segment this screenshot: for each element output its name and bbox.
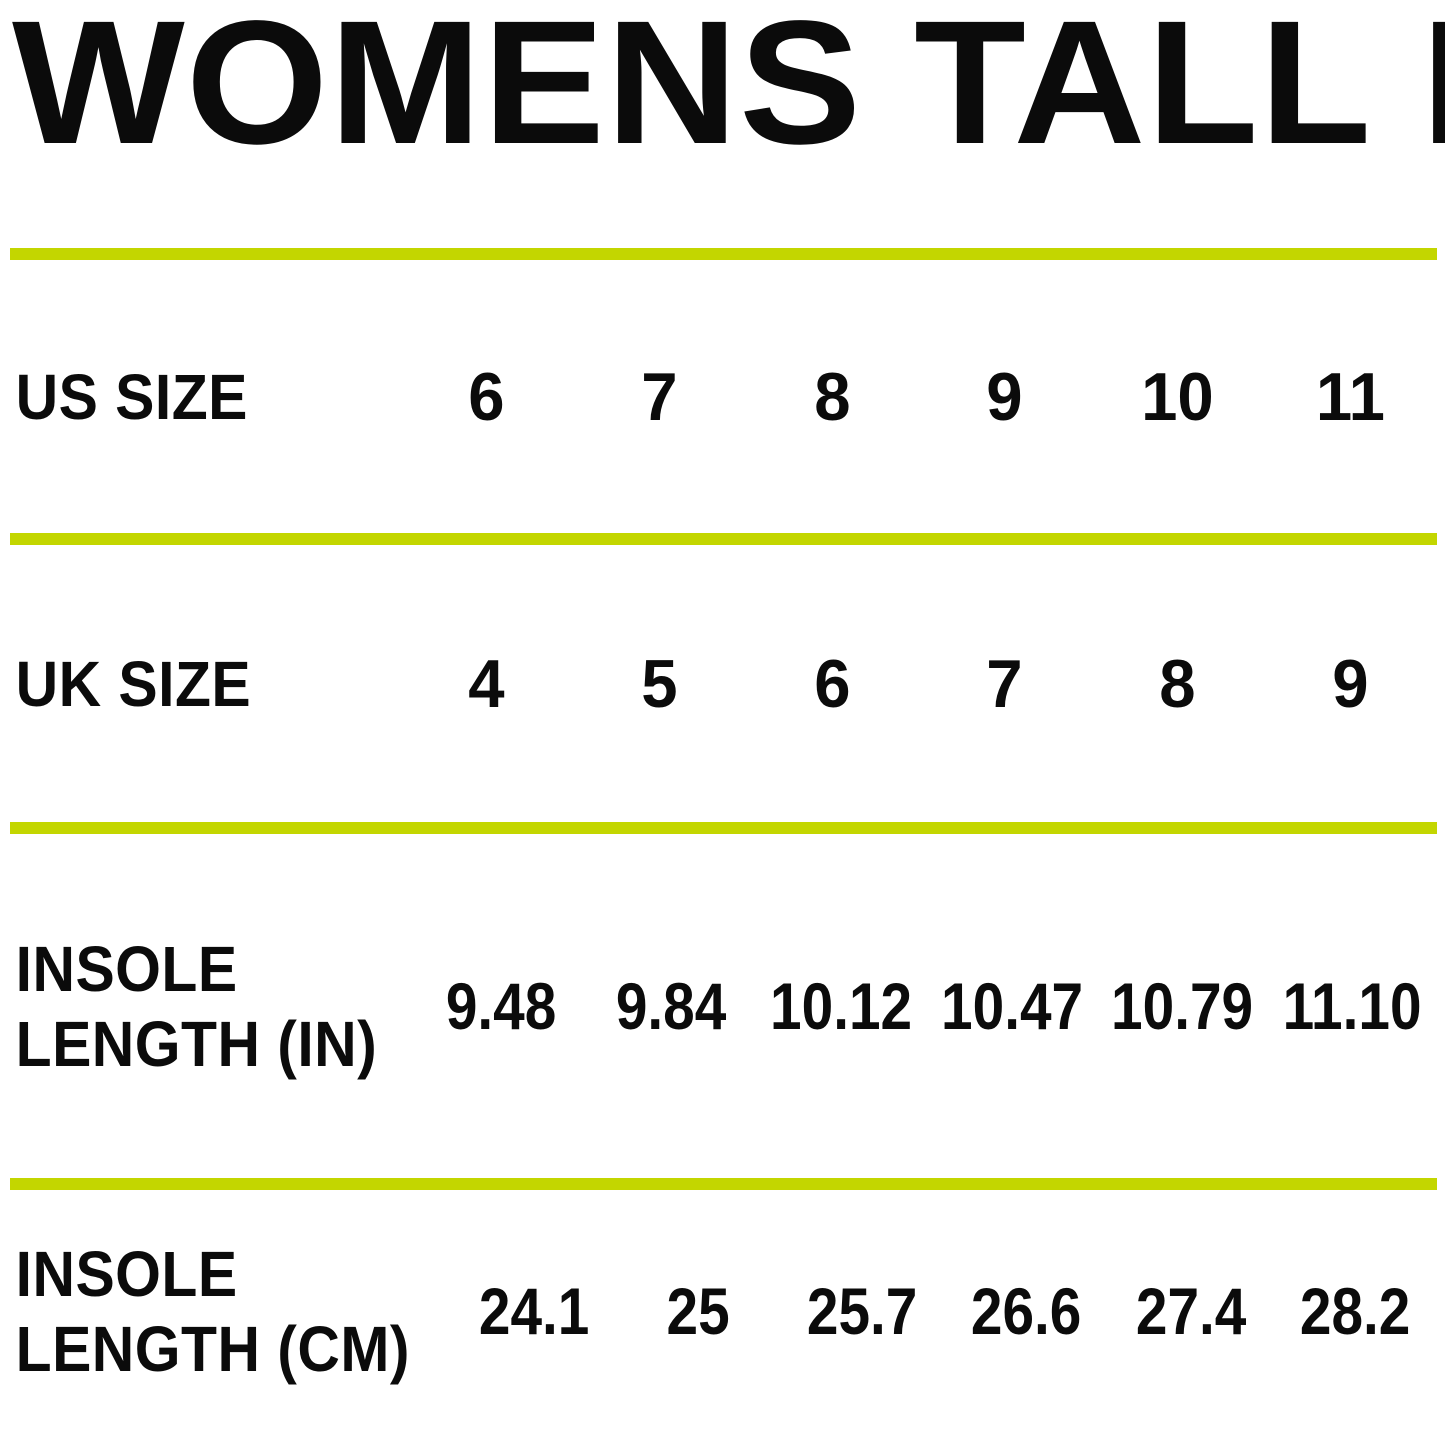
table-row-uk-size: UK SIZE 4 5 6 7 8 9 xyxy=(0,545,1445,822)
table-cell: 8 xyxy=(813,358,851,435)
table-cell: 9.48 xyxy=(445,969,557,1043)
row-label-line: US SIZE xyxy=(15,360,248,433)
table-cell: 5 xyxy=(641,645,678,722)
divider-rule-2 xyxy=(10,533,1437,545)
row-label-line: INSOLE xyxy=(15,1237,238,1310)
table-cell: 9 xyxy=(986,358,1024,435)
table-cell: 9 xyxy=(1332,645,1369,722)
divider-rule-1 xyxy=(10,248,1437,260)
divider-rule-4 xyxy=(10,1178,1437,1190)
row-label-insole-length-in: INSOLE LENGTH (IN) xyxy=(0,937,377,1076)
page-title: WOMENS TALL BOOTS xyxy=(12,0,1445,181)
table-cell: 9.84 xyxy=(616,969,727,1043)
row-values-insole-length-cm: 24.1 25 25.7 26.6 27.4 28.2 xyxy=(446,1276,1445,1346)
table-cell: 28.2 xyxy=(1299,1274,1411,1348)
row-values-uk-size: 4 5 6 7 8 9 xyxy=(400,649,1445,719)
row-values-insole-length-in: 9.48 9.84 10.12 10.47 10.79 11.10 xyxy=(410,971,1445,1041)
table-cell: 10.79 xyxy=(1110,969,1253,1043)
row-label-line: UK SIZE xyxy=(15,647,252,720)
row-label-insole-length-cm: INSOLE LENGTH (CM) xyxy=(0,1242,410,1381)
table-cell: 6 xyxy=(468,358,505,435)
row-label-uk-size: UK SIZE xyxy=(0,652,368,716)
table-cell: 4 xyxy=(468,645,505,722)
table-cell: 25.7 xyxy=(806,1274,918,1348)
table-row-insole-length-in: INSOLE LENGTH (IN) 9.48 9.84 10.12 10.47… xyxy=(0,834,1445,1178)
table-row-insole-length-cm: INSOLE LENGTH (CM) 24.1 25 25.7 26.6 27.… xyxy=(0,1190,1445,1432)
row-values-us-size: 6 7 8 9 10 11 xyxy=(400,362,1445,432)
table-cell: 11 xyxy=(1316,358,1386,435)
table-row-us-size: US SIZE 6 7 8 9 10 11 xyxy=(0,260,1445,533)
row-label-line: INSOLE xyxy=(15,932,238,1005)
divider-rule-3 xyxy=(10,822,1437,834)
table-cell: 7 xyxy=(641,358,678,435)
table-cell: 7 xyxy=(986,645,1024,722)
table-cell: 24.1 xyxy=(478,1274,589,1348)
row-label-us-size: US SIZE xyxy=(0,365,368,429)
table-cell: 6 xyxy=(813,645,851,722)
table-cell: 10 xyxy=(1141,358,1215,435)
table-cell: 10.12 xyxy=(770,969,913,1043)
table-cell: 10.47 xyxy=(940,969,1083,1043)
row-label-line: LENGTH (IN) xyxy=(15,1007,378,1080)
table-cell: 26.6 xyxy=(971,1274,1082,1348)
table-cell: 27.4 xyxy=(1135,1274,1246,1348)
table-cell: 11.10 xyxy=(1282,969,1422,1043)
table-cell: 8 xyxy=(1159,645,1196,722)
table-cell: 25 xyxy=(666,1274,730,1348)
row-label-line: LENGTH (CM) xyxy=(15,1312,410,1385)
